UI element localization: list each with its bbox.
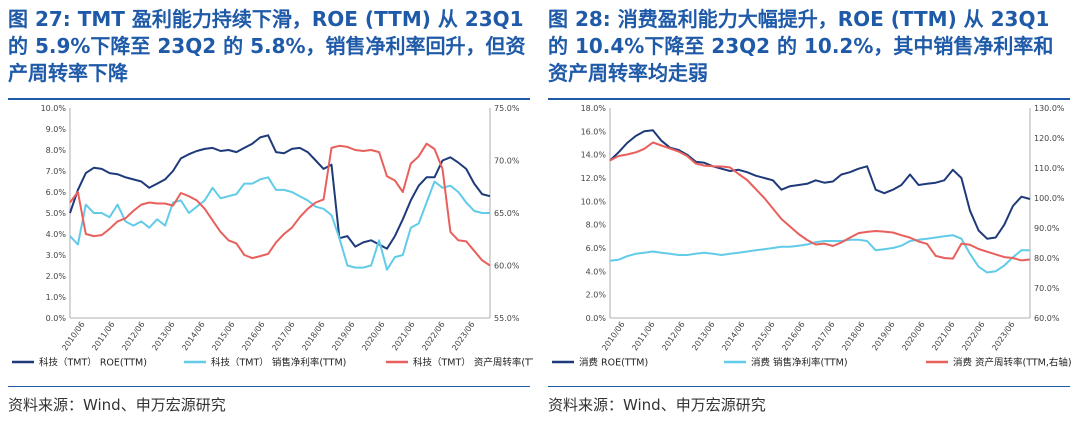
x-tick-label: 2022/06 — [960, 320, 986, 352]
y-tick-label-left: 10.0% — [581, 197, 607, 206]
y-tick-label-left: 7.0% — [46, 167, 67, 176]
x-tick-label: 2011/06 — [90, 320, 116, 352]
legend-label: 科技（TMT） 销售净利率(TTM) — [211, 357, 346, 369]
y-tick-label-left: 18.0% — [581, 104, 607, 113]
y-tick-label-left: 0.0% — [586, 314, 607, 323]
x-tick-label: 2017/06 — [270, 320, 296, 352]
y-tick-label-right: 55.0% — [494, 314, 520, 323]
y-tick-label-right: 65.0% — [494, 209, 520, 218]
x-tick-label: 2019/06 — [870, 320, 896, 352]
y-tick-label-left: 8.0% — [46, 146, 67, 155]
figure-panel-left: 图 27: TMT 盈利能力持续下滑，ROE (TTM) 从 23Q1 的 5.… — [8, 0, 538, 444]
x-tick-label: 2022/06 — [420, 320, 446, 352]
x-tick-label: 2014/06 — [720, 320, 746, 352]
x-tick-label: 2010/06 — [60, 320, 86, 352]
series-line — [69, 142, 491, 267]
y-tick-label-left: 6.0% — [46, 188, 67, 197]
figure-panel-right: 图 28: 消费盈利能力大幅提升，ROE (TTM) 从 23Q1 的 10.4… — [548, 0, 1078, 444]
y-tick-label-right: 130.0% — [1034, 104, 1065, 113]
y-tick-label-right: 80.0% — [1034, 254, 1060, 263]
legend-label: 科技（TMT） ROE(TTM) — [39, 357, 147, 369]
source-note: 资料来源：Wind、申万宏源研究 — [548, 396, 766, 414]
x-tick-label: 2012/06 — [120, 320, 146, 352]
figure-title: 图 27: TMT 盈利能力持续下滑，ROE (TTM) 从 23Q1 的 5.… — [8, 7, 526, 85]
x-tick-label: 2014/06 — [180, 320, 206, 352]
y-tick-label-right: 75.0% — [494, 104, 520, 113]
x-tick-label: 2017/06 — [810, 320, 836, 352]
y-tick-label-right: 110.0% — [1034, 164, 1065, 173]
series-line — [609, 234, 1030, 274]
y-tick-label-left: 0.0% — [46, 314, 67, 323]
x-tick-label: 2012/06 — [660, 320, 686, 352]
source-divider — [548, 386, 1070, 387]
legend-label: 科技（TMT） 资产周转率(TTM,右轴) — [413, 357, 533, 369]
y-tick-label-left: 14.0% — [581, 151, 607, 160]
series-line — [609, 141, 1031, 262]
x-tick-label: 2016/06 — [780, 320, 806, 352]
y-tick-label-left: 4.0% — [586, 267, 607, 276]
series-line — [69, 176, 490, 271]
x-tick-label: 2015/06 — [210, 320, 236, 352]
x-tick-label: 2016/06 — [240, 320, 266, 352]
y-tick-label-left: 2.0% — [46, 272, 67, 281]
y-tick-label-right: 70.0% — [494, 157, 520, 166]
chart-consumer: 0.0% 2.0% 4.0% 6.0% 8.0% 10.0% 12.0% 14.0% 16.0%… — [552, 104, 1072, 369]
x-tick-label: 2010/06 — [600, 320, 626, 352]
x-tick-label: 2018/06 — [300, 320, 326, 352]
y-tick-label-left: 3.0% — [46, 251, 67, 260]
y-tick-label-left: 5.0% — [46, 209, 67, 218]
series-line — [69, 134, 491, 250]
x-tick-label: 2011/06 — [630, 320, 656, 352]
y-tick-label-right: 60.0% — [1034, 314, 1060, 323]
figure-title: 图 28: 消费盈利能力大幅提升，ROE (TTM) 从 23Q1 的 10.4… — [548, 7, 1054, 85]
title-divider — [8, 98, 530, 100]
y-tick-label-right: 60.0% — [494, 262, 520, 271]
y-tick-label-left: 9.0% — [46, 125, 67, 134]
chart-tmt: 0.0% 1.0% 2.0% 3.0% 4.0% 5.0% 6.0% 7.0% 8.0% 9.0%… — [12, 104, 533, 369]
x-tick-label: 2013/06 — [150, 320, 176, 352]
y-tick-label-left: 2.0% — [586, 291, 607, 300]
x-tick-label: 2020/06 — [900, 320, 926, 352]
legend-label: 消费 销售净利率(TTM) — [751, 357, 848, 369]
y-tick-label-left: 12.0% — [581, 174, 607, 183]
x-tick-label: 2013/06 — [690, 320, 716, 352]
y-tick-label-left: 1.0% — [46, 293, 67, 302]
y-tick-label-right: 70.0% — [1034, 284, 1060, 293]
x-tick-label: 2021/06 — [930, 320, 956, 352]
y-tick-label-left: 4.0% — [46, 230, 67, 239]
x-tick-label: 2020/06 — [360, 320, 386, 352]
source-divider — [8, 386, 530, 387]
y-tick-label-left: 16.0% — [581, 127, 607, 136]
x-tick-label: 2023/06 — [450, 320, 476, 352]
series-line — [609, 129, 1031, 240]
y-tick-label-left: 6.0% — [586, 244, 607, 253]
x-tick-label: 2023/06 — [990, 320, 1016, 352]
y-tick-label-right: 90.0% — [1034, 224, 1060, 233]
source-note: 资料来源：Wind、申万宏源研究 — [8, 396, 226, 414]
y-tick-label-left: 8.0% — [586, 221, 607, 230]
x-tick-label: 2018/06 — [840, 320, 866, 352]
y-tick-label-left: 10.0% — [41, 104, 67, 113]
x-tick-label: 2021/06 — [390, 320, 416, 352]
y-tick-label-right: 120.0% — [1034, 134, 1065, 143]
legend-label: 消费 ROE(TTM) — [579, 357, 648, 369]
x-tick-label: 2019/06 — [330, 320, 356, 352]
x-tick-label: 2015/06 — [750, 320, 776, 352]
title-divider — [548, 98, 1070, 100]
y-tick-label-right: 100.0% — [1034, 194, 1065, 203]
legend-label: 消费 资产周转率(TTM,右轴) — [953, 357, 1072, 369]
